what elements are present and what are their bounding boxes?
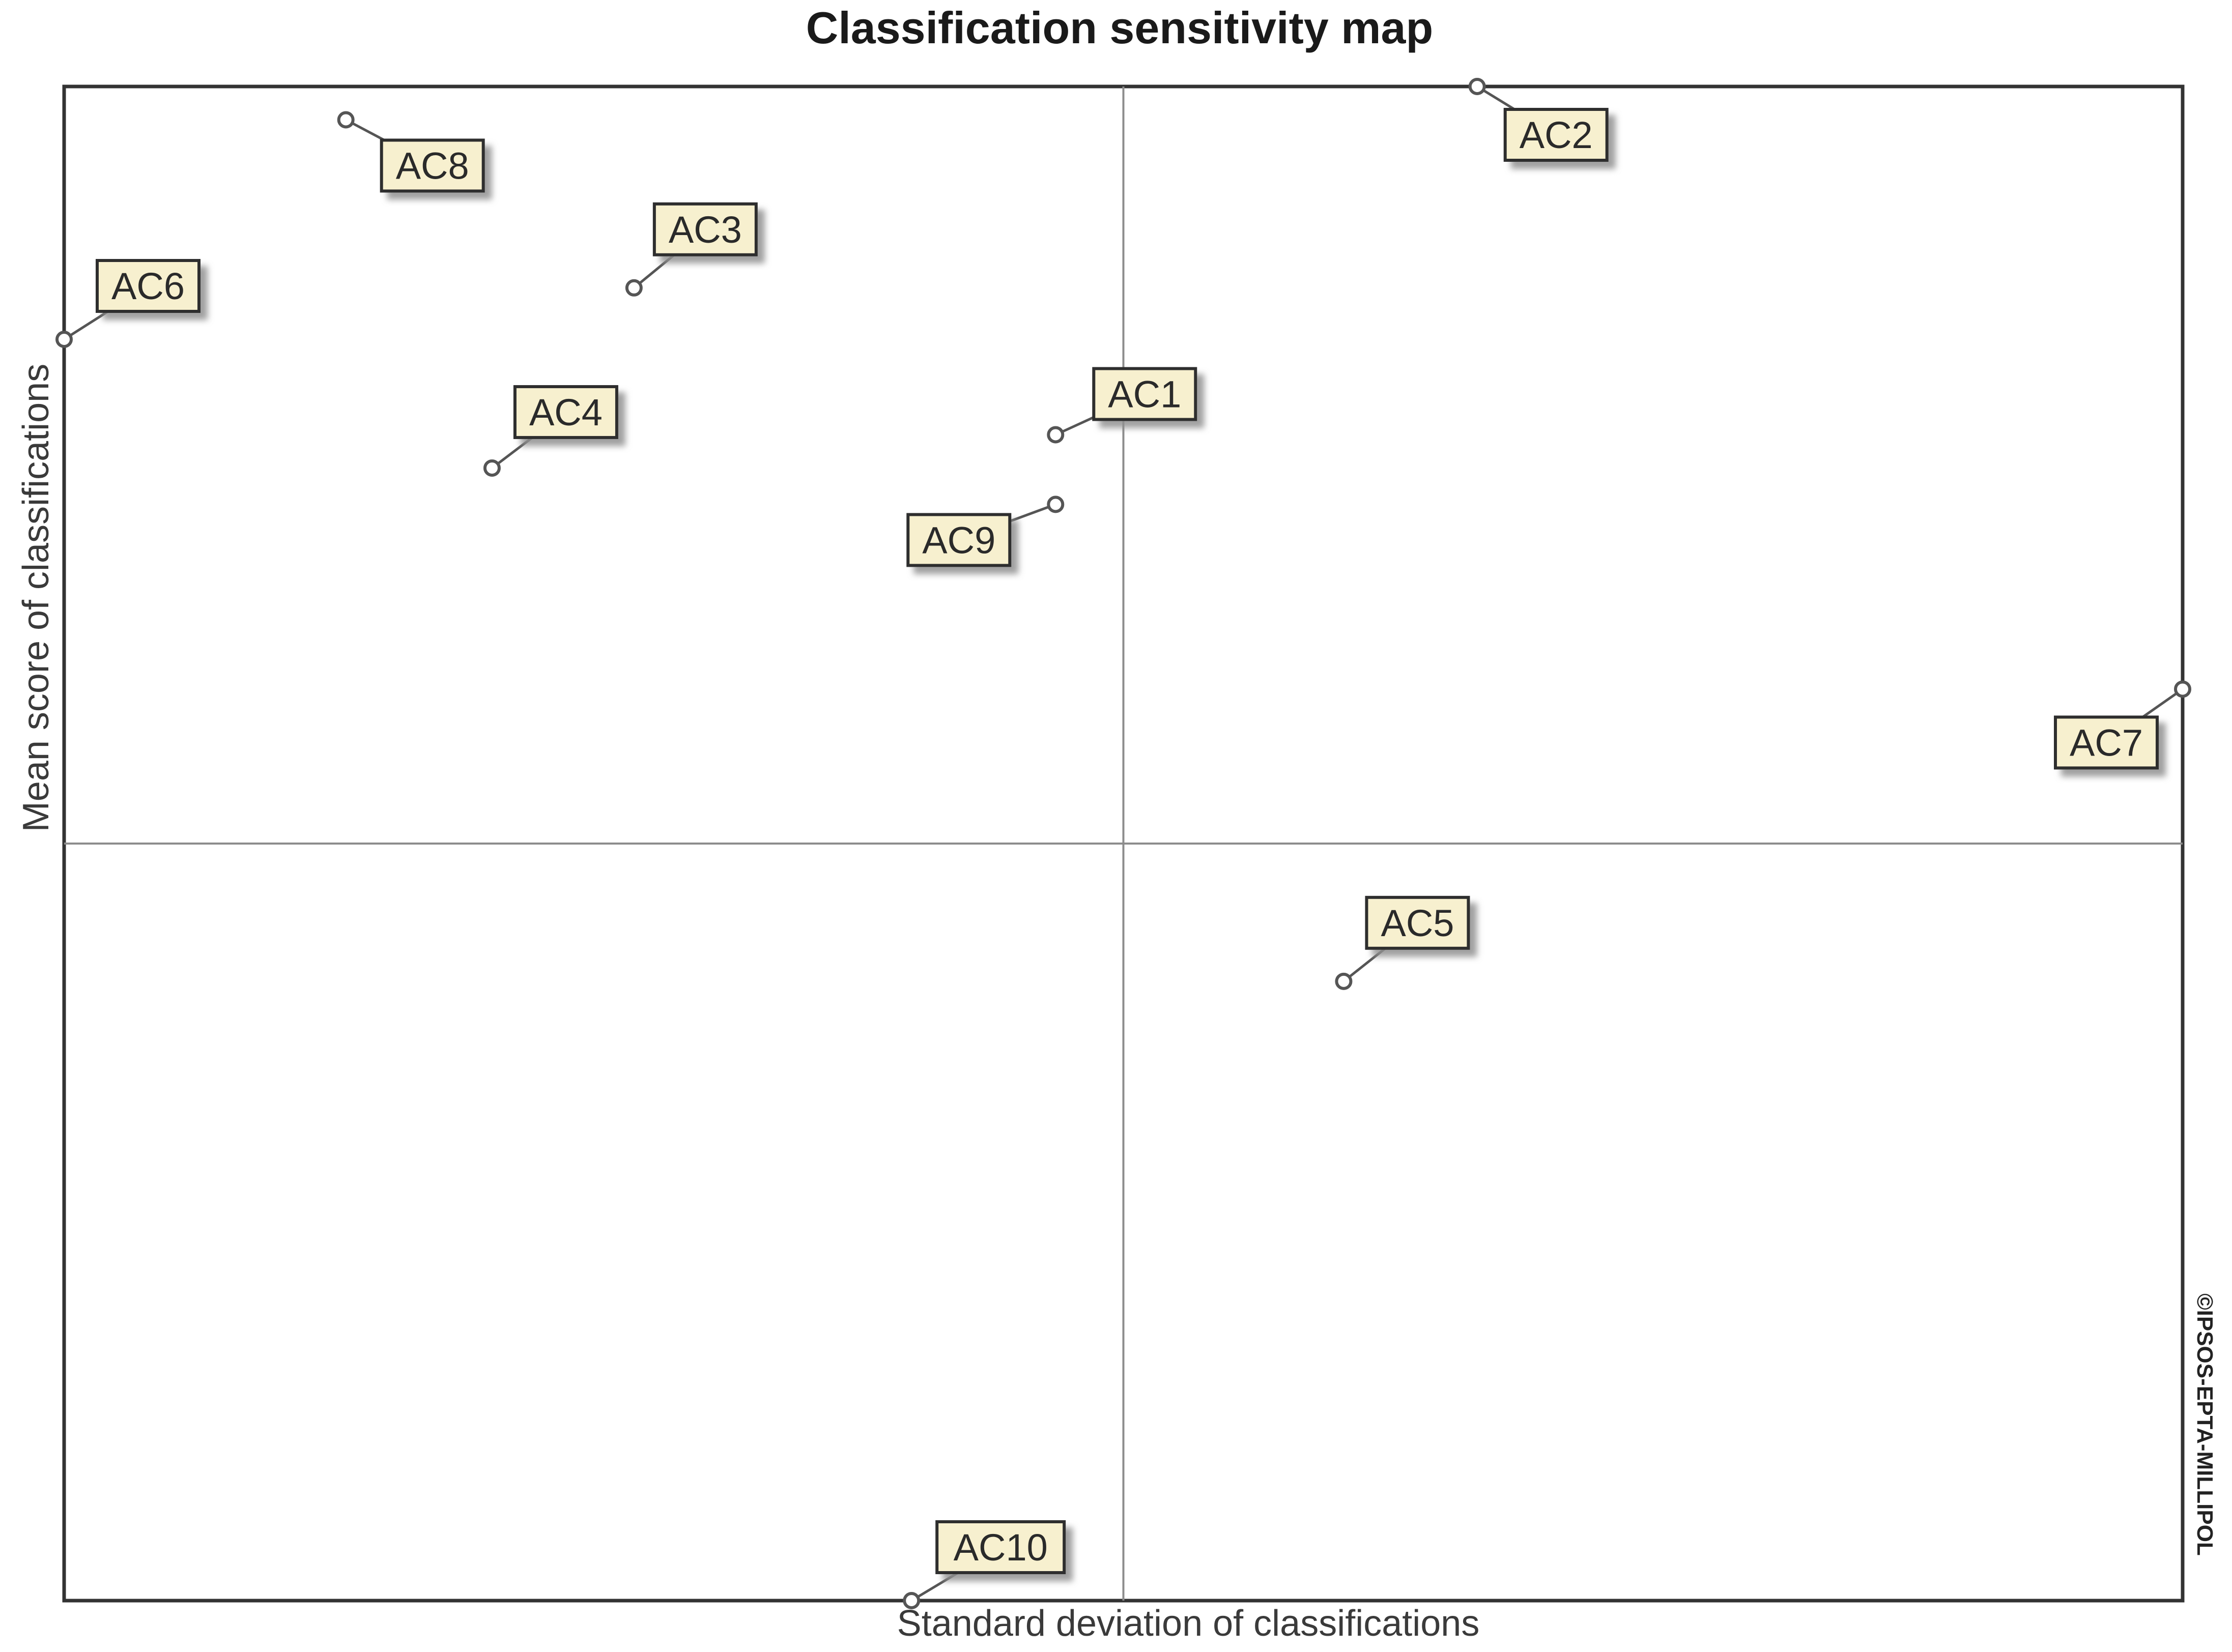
data-point-ac1: AC1 [1047, 367, 1197, 444]
points-layer: AC1 AC2 AC3 AC4 AC5 AC6 AC7 AC8 AC9 AC10 [55, 78, 2191, 1609]
point-label-ac6: AC6 [111, 265, 185, 307]
point-label-ac8: AC8 [396, 144, 469, 187]
point-label-box-ac2 [1503, 108, 1609, 162]
y-axis-label: Mean score of classifications [16, 364, 56, 832]
point-marker-ac4 [483, 459, 501, 477]
point-marker-ac10 [903, 1592, 921, 1609]
point-label-box-ac6 [96, 258, 201, 313]
point-marker-ac6 [55, 330, 73, 348]
point-label-box-ac3 [652, 202, 758, 256]
point-label-ac1: AC1 [1108, 373, 1181, 415]
data-point-ac6: AC6 [55, 258, 201, 348]
point-label-ac4: AC4 [529, 391, 603, 433]
point-label-box-ac9 [906, 513, 1012, 567]
data-point-ac10: AC10 [903, 1520, 1066, 1609]
point-marker-ac8 [337, 111, 355, 129]
point-label-ac7: AC7 [2070, 721, 2143, 764]
data-point-ac5: AC5 [1335, 895, 1470, 990]
x-axis-label: Standard deviation of classifications [897, 1603, 1480, 1644]
point-marker-ac7 [2174, 680, 2191, 698]
data-point-ac8: AC8 [337, 111, 485, 193]
point-marker-ac9 [1047, 496, 1065, 513]
data-point-ac4: AC4 [483, 385, 618, 477]
point-label-box-ac1 [1092, 367, 1197, 421]
data-point-ac3: AC3 [625, 202, 758, 297]
point-label-ac2: AC2 [1520, 114, 1593, 156]
point-label-box-ac8 [380, 138, 485, 193]
point-label-ac5: AC5 [1381, 902, 1454, 944]
point-label-ac10: AC10 [954, 1526, 1048, 1569]
point-label-ac9: AC9 [922, 519, 995, 561]
point-label-box-ac5 [1365, 895, 1470, 950]
point-marker-ac1 [1047, 426, 1065, 444]
point-marker-ac5 [1335, 972, 1353, 990]
data-point-ac7: AC7 [2054, 680, 2191, 770]
point-label-box-ac7 [2054, 715, 2159, 770]
data-point-ac9: AC9 [906, 496, 1065, 567]
point-marker-ac3 [625, 279, 643, 297]
copyright-note: ©IPSOS-EPTA-MILLIPOL [2192, 1293, 2217, 1556]
chart-title: Classification sensitivity map [806, 3, 1433, 53]
data-point-ac2: AC2 [1468, 78, 1609, 162]
point-marker-ac2 [1468, 78, 1486, 95]
point-label-ac3: AC3 [669, 209, 742, 251]
point-label-box-ac10 [935, 1520, 1066, 1574]
point-label-box-ac4 [513, 385, 618, 439]
